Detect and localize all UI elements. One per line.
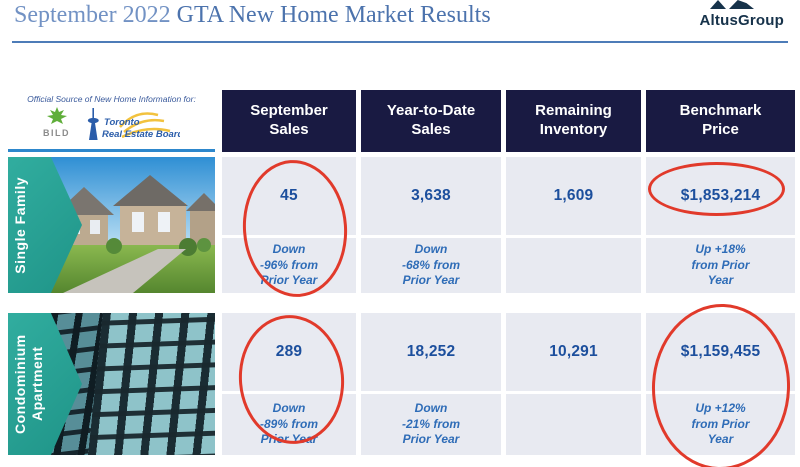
column-header-remaining-inventory: Remaining Inventory [506,90,641,152]
column-header-september-sales: September Sales [222,90,356,152]
condo-september-sales-value: 289 [275,343,303,360]
cell-divider [361,235,501,238]
title-text: GTA New Home Market Results [176,2,491,28]
condo-remaining-inventory-value: 10,291 [549,343,598,360]
treb-logo-graphic: Toronto Real Estate Board [87,108,184,140]
source-panel-underline [8,149,215,152]
bild-logo: BILD [43,107,70,138]
partner-logos: BILD Toronto Real Estate Board [8,107,215,148]
condo-facade-right [84,313,215,455]
condo-benchmark-price-note: Up +12% from Prior Year [691,401,750,447]
cell-divider [222,235,356,238]
sf-ytd-sales-note: Down -68% from Prior Year [401,242,460,288]
cell-divider [361,391,501,394]
row-label-condominium-apartment: Condominium Apartment [12,334,45,434]
sf-ytd-sales-value: 3,638 [411,187,451,204]
sf-september-sales-cell: 45 Down -96% from Prior Year [222,157,356,293]
condo-photo: Condominium Apartment [8,313,215,455]
bild-leaf-icon [46,107,67,124]
treb-name-line2: Real Estate Board [102,129,180,140]
column-header-ytd-sales: Year-to-Date Sales [361,90,501,152]
treb-name-line1: Toronto [104,117,140,128]
annotation-circle-sf-benchmark-price [648,162,785,216]
bild-wordmark: BILD [43,128,70,138]
condo-ytd-sales-value: 18,252 [406,343,456,360]
source-panel: Official Source of New Home Information … [8,90,215,152]
sf-september-sales-note: Down -96% from Prior Year [259,242,318,288]
condo-september-sales-note: Down -89% from Prior Year [259,401,318,447]
condo-ytd-sales-cell: 18,252 Down -21% from Prior Year [361,313,501,455]
sf-benchmark-price-note: Up +18% from Prior Year [691,242,750,288]
condo-september-sales-cell: 289 Down -89% from Prior Year [222,313,356,455]
cell-divider [506,235,641,238]
column-header-benchmark-price: Benchmark Price [646,90,795,152]
condo-benchmark-price-cell: $1,159,455 Up +12% from Prior Year [646,313,795,455]
single-family-photo: Single Family [8,157,215,293]
cell-divider [646,235,795,238]
sun-rays-icon [119,112,171,139]
altus-logo-icon [710,0,754,9]
sf-remaining-inventory-value: 1,609 [553,187,594,204]
cell-divider [506,391,641,394]
page-title: September 2022 GTA New Home Market Resul… [14,2,491,29]
row-label-single-family: Single Family [12,176,28,274]
altus-logo-wordmark: AltusGroup [699,12,784,29]
title-date: September 2022 [14,2,177,28]
cell-divider [646,391,795,394]
condo-remaining-inventory-cell: 10,291 [506,313,641,455]
condo-remaining-inventory-note [506,394,641,455]
source-label: Official Source of New Home Information … [27,94,196,104]
sf-remaining-inventory-note [506,238,641,293]
header-divider [12,41,788,43]
sf-ytd-sales-cell: 3,638 Down -68% from Prior Year [361,157,501,293]
condo-benchmark-price-value: $1,159,455 [680,343,761,360]
cn-tower-icon [87,108,99,140]
treb-logo: Toronto Real Estate Board [80,107,184,148]
sf-september-sales-value: 45 [280,187,298,204]
condo-ytd-sales-note: Down -21% from Prior Year [401,401,460,447]
cell-divider [222,391,356,394]
sf-remaining-inventory-cell: 1,609 [506,157,641,293]
